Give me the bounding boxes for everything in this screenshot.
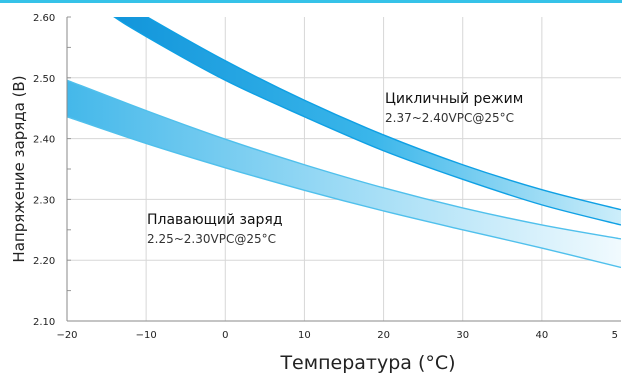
x-tick-label: 40 [535, 330, 548, 341]
y-tick-label: 2.60 [33, 13, 55, 24]
float-charge-spec: 2.25~2.30VPC@25°C [147, 232, 276, 246]
y-tick-label: 2.10 [33, 317, 55, 328]
plot-frame [66, 17, 621, 322]
cycle-mode-label: Цикличный режим [385, 91, 523, 107]
x-tick-label: −10 [136, 330, 157, 341]
x-axis-label: Температура (°C) [279, 352, 455, 374]
x-tick-label: −20 [56, 330, 77, 341]
y-tick-label: 2.30 [33, 195, 55, 206]
band-upper-line [145, 17, 621, 211]
band-upper-line [67, 79, 621, 240]
x-tick-label: 30 [456, 330, 469, 341]
cycle-mode-spec: 2.37~2.40VPC@25°C [385, 111, 514, 125]
x-tick-label: 0 [222, 330, 228, 341]
y-tick-label: 2.20 [33, 256, 55, 267]
top-accent-line [0, 0, 622, 3]
band-fill [67, 80, 621, 268]
x-axis-ticks: −20 −10 0 10 20 30 40 5 [56, 330, 618, 341]
y-tick-label: 2.40 [33, 135, 55, 146]
y-axis-label: Напряжение заряда (В) [10, 75, 28, 262]
series-band-1 [67, 79, 621, 269]
y-tick-label: 2.50 [33, 74, 55, 85]
band-lower-line [67, 116, 621, 269]
y-axis-ticks: 2.10 2.20 2.30 2.40 2.50 2.60 [33, 13, 55, 328]
series-bands [67, 17, 621, 269]
series-band-0 [113, 17, 621, 226]
float-charge-label: Плавающий заряд [147, 212, 283, 228]
band-lower-line [113, 17, 621, 226]
grid-lines [67, 16, 621, 322]
x-tick-label: 10 [298, 330, 311, 341]
x-tick-label: 5 [612, 330, 618, 341]
band-fill [114, 17, 621, 225]
x-tick-label: 20 [377, 330, 390, 341]
